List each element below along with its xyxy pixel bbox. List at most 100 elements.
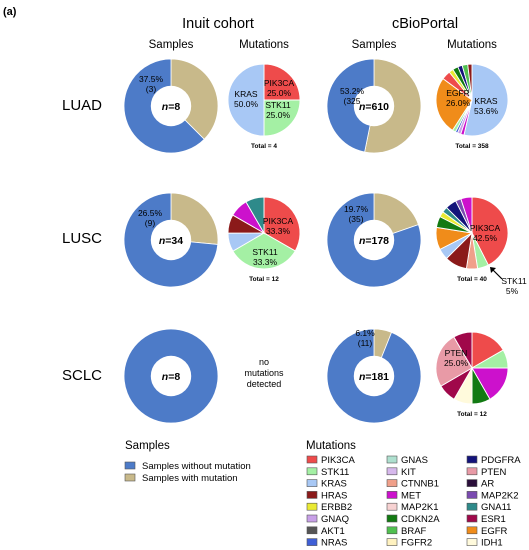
luad-inuit-cohort-mutations-pct-stk11: 25.0% bbox=[266, 110, 291, 120]
legend-item-ar: AR bbox=[466, 479, 494, 490]
lusc-cbioportal-samples-pct-label: 19.7% bbox=[344, 204, 369, 214]
legend-swatch-pik3ca bbox=[306, 455, 318, 464]
legend-item-pik3ca: PIK3CA bbox=[306, 455, 355, 466]
legend-item-egfr: EGFR bbox=[466, 526, 508, 537]
lusc-inuit-cohort-mutations-pct-stk11: 33.3% bbox=[253, 257, 278, 267]
legend-item-esr1: ESR1 bbox=[466, 514, 506, 525]
lusc-inuit-cohort-mutations-label-stk11: STK11 bbox=[252, 247, 278, 257]
legend-label-esr1: ESR1 bbox=[481, 514, 506, 525]
lusc-inuit-cohort-samples-donut-hole bbox=[150, 219, 192, 261]
pie-charts: n=837.5%(3) PIK3CA 25.0% STK11 25.0% KRAS50.0… bbox=[123, 58, 527, 424]
legend-label-gnas: GNAS bbox=[401, 455, 428, 466]
luad-cbioportal-samples-donut-hole bbox=[353, 85, 395, 127]
row-label-lusc: LUSC bbox=[62, 230, 102, 247]
legend-swatch-pdgfra bbox=[466, 455, 478, 464]
legend-label-kit: KIT bbox=[401, 467, 416, 478]
legend-label-pdgfra: PDGFRA bbox=[481, 455, 521, 466]
legend-item-hras: HRAS bbox=[306, 490, 347, 501]
luad-cbioportal-mutations-label-egfr: EGFR bbox=[446, 88, 470, 98]
lusc-inuit-cohort-mutations-slice-stk11 bbox=[232, 232, 296, 270]
legend-item-gnas: GNAS bbox=[386, 455, 428, 466]
legend-item-map2k1: MAP2K1 bbox=[386, 502, 439, 513]
row-label-sclc: SCLC bbox=[62, 367, 102, 384]
legend-label-without-mutation: Samples without mutation bbox=[142, 461, 251, 472]
luad-cbioportal-mutations-slice-egfr bbox=[435, 78, 473, 131]
legend-item-cdkn2a: CDKN2A bbox=[386, 514, 440, 525]
luad-inuit-cohort-mutations-label-kras: KRAS bbox=[234, 89, 257, 99]
legend-label-ar: AR bbox=[481, 479, 494, 490]
lusc-inuit-cohort-samples-pct-label: 26.5% bbox=[138, 208, 163, 218]
legend-label-met: MET bbox=[401, 490, 421, 501]
luad-inuit-cohort-samples-center-n: n=8 bbox=[162, 101, 181, 113]
legend-item-akt1: AKT1 bbox=[306, 526, 345, 537]
lusc-inuit-cohort-samples-pie: n=34 26.5%(9) bbox=[123, 192, 219, 288]
mutations-legend: Mutations PIK3CASTK11KRASHRASERBB2GNAQAK… bbox=[306, 440, 521, 549]
legend-label-cdkn2a: CDKN2A bbox=[401, 514, 440, 525]
legend-swatch-ctnnb1 bbox=[386, 479, 398, 487]
luad-cbioportal-mutations-pct-egfr: 26.0% bbox=[446, 98, 471, 108]
luad-inuit-cohort-mutations-total: Total = 4 bbox=[251, 143, 277, 150]
legend-swatch-egfr bbox=[466, 526, 478, 535]
legend-swatch-kit bbox=[386, 467, 398, 476]
sclc-cbioportal-samples-count-label: (11) bbox=[358, 338, 373, 348]
legend-item-map2k2: MAP2K2 bbox=[466, 490, 519, 501]
lusc-cbioportal-mutations-total: Total = 40 bbox=[457, 276, 487, 283]
row-label-luad: LUAD bbox=[62, 97, 102, 114]
lusc-inuit-cohort-mutations-total: Total = 12 bbox=[249, 276, 279, 283]
legend-item-pdgfra: PDGFRA bbox=[466, 455, 521, 466]
luad-inuit-cohort-mutations-pct-pik3ca: 25.0% bbox=[267, 88, 292, 98]
legend-item-stk11: STK11 bbox=[306, 467, 349, 478]
legend-label-map2k1: MAP2K1 bbox=[401, 502, 439, 513]
lusc-cbioportal-mutations-callout-line bbox=[491, 268, 503, 280]
legend-swatch-met bbox=[386, 491, 398, 499]
header-cbioportal: cBioPortal bbox=[392, 16, 458, 32]
legend-swatch-without-mutation bbox=[124, 461, 136, 470]
no-mutations-line-1: no bbox=[259, 357, 269, 367]
luad-inuit-cohort-mutations-slice-pik3ca bbox=[263, 63, 301, 101]
legend-label-stk11: STK11 bbox=[321, 467, 349, 478]
lusc-cbioportal-mutations-label-pik3ca: PIK3CA bbox=[470, 223, 501, 233]
legend-swatch-with-mutation bbox=[124, 473, 136, 482]
sclc-cbioportal-samples-donut-hole bbox=[353, 355, 395, 397]
samples-legend: Samples Samples without mutation Samples… bbox=[124, 440, 251, 484]
sclc-inuit-cohort-samples-center-n: n=8 bbox=[162, 371, 181, 383]
sclc-cbioportal-mutations-slice-esr1 bbox=[453, 331, 473, 370]
lusc-cbioportal-samples-center-n: n=178 bbox=[359, 235, 389, 247]
luad-inuit-cohort-samples-donut-hole bbox=[150, 85, 192, 127]
legend-swatch-braf bbox=[386, 526, 398, 535]
legend-swatch-akt1 bbox=[306, 526, 318, 535]
legend-swatch-erbb2 bbox=[306, 502, 318, 511]
legend-label-idh1: IDH1 bbox=[481, 538, 503, 549]
luad-inuit-cohort-samples-pie: n=8 37.5%(3) bbox=[123, 58, 219, 154]
lusc-inuit-cohort-mutations-slice-pik3ca bbox=[263, 196, 301, 252]
legend-item-kit: KIT bbox=[386, 467, 416, 478]
legend-swatch-gna11 bbox=[466, 502, 478, 511]
sclc-cbioportal-samples-pct-label: 6.1% bbox=[355, 328, 375, 338]
luad-cbioportal-mutations-slice-kras bbox=[463, 63, 509, 137]
lusc-inuit-cohort-mutations-slice-gna11 bbox=[245, 196, 265, 235]
luad-inuit-cohort-mutations-pct-kras: 50.0% bbox=[234, 99, 259, 109]
sclc-cbioportal-samples-pie: n=181 6.1%(11) bbox=[326, 328, 422, 424]
legend-swatch-idh1 bbox=[466, 538, 478, 546]
legend-swatch-hras bbox=[306, 491, 318, 499]
legend-label-fgfr2: FGFR2 bbox=[401, 538, 432, 549]
legend-swatch-gnas bbox=[386, 455, 398, 464]
legend-item-gna11: GNA11 bbox=[466, 502, 511, 513]
legend-label-with-mutation: Samples with mutation bbox=[142, 473, 238, 484]
legend-swatch-pten bbox=[466, 467, 478, 476]
lusc-inuit-cohort-mutations-pct-pik3ca: 33.3% bbox=[266, 226, 291, 236]
lusc-cbioportal-mutations-label-stk11: STK11 bbox=[501, 276, 527, 286]
sclc-cbioportal-mutations-pct-pten: 25.0% bbox=[444, 358, 469, 368]
legend-label-akt1: AKT1 bbox=[321, 526, 345, 537]
legend-swatch-kras bbox=[306, 479, 318, 487]
luad-inuit-cohort-mutations-slice-kras bbox=[227, 63, 265, 137]
sclc-cbioportal-mutations-slice-pten bbox=[435, 336, 473, 387]
luad-inuit-cohort-samples-slice-samples-with-mutation bbox=[170, 58, 219, 140]
luad-cbioportal-samples-center-n: n=610 bbox=[359, 101, 389, 113]
sclc-inuit-cohort-samples-pie: n=8 bbox=[123, 328, 219, 424]
sclc-cbioportal-mutations-total: Total = 12 bbox=[457, 411, 487, 418]
legend-label-pik3ca: PIK3CA bbox=[321, 455, 355, 466]
